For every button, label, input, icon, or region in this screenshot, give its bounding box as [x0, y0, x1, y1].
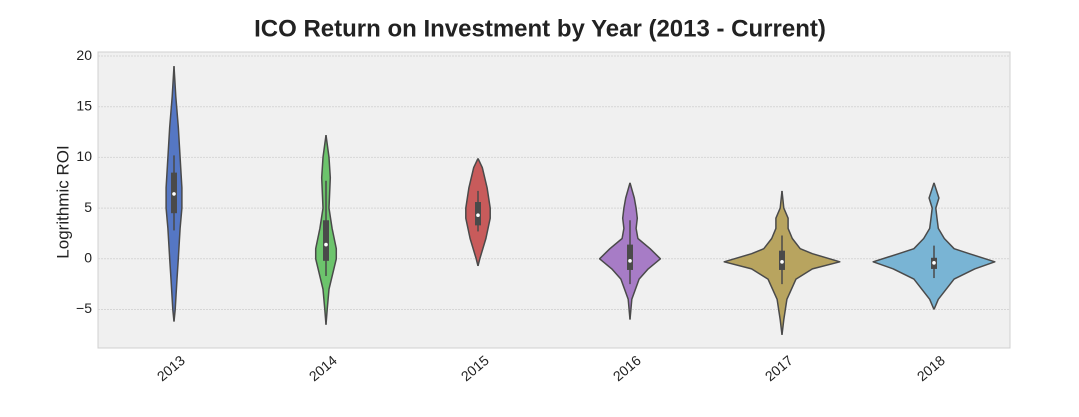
violin-left [465, 158, 479, 267]
violin-right [629, 182, 662, 320]
violin-right [173, 66, 183, 322]
median [476, 213, 480, 218]
x-tick-label: 2016 [610, 352, 644, 384]
violin-right [933, 182, 996, 310]
median [932, 261, 936, 265]
median [780, 260, 784, 264]
y-tick-label: 15 [76, 97, 92, 113]
x-tick-label: 2017 [762, 352, 796, 384]
x-tick-label: 2014 [306, 352, 340, 384]
x-tick-label: 2018 [914, 352, 948, 384]
median [172, 192, 176, 196]
violin-left [165, 66, 175, 322]
median [628, 259, 632, 263]
violin-left [598, 182, 631, 320]
y-tick-label: −5 [76, 300, 92, 316]
x-tick-label: 2013 [154, 352, 188, 384]
y-tick-label: 0 [84, 249, 92, 265]
box [627, 244, 633, 270]
box [323, 220, 329, 261]
violin-right [325, 135, 338, 325]
violin-left [872, 182, 935, 310]
plot-area [97, 51, 1011, 349]
median [324, 242, 328, 247]
chart-title: ICO Return on Investment by Year (2013 -… [254, 15, 826, 42]
x-tick-label: 2015 [458, 352, 492, 384]
y-axis-label: Logrithmic ROI [53, 145, 72, 258]
violin-left [314, 135, 327, 325]
violin-left [723, 190, 783, 335]
y-tick-label: 5 [84, 199, 92, 215]
y-tick-label: 10 [76, 148, 92, 164]
violin-right [781, 190, 841, 335]
violin-right [477, 158, 491, 267]
y-tick-label: 20 [76, 47, 92, 63]
